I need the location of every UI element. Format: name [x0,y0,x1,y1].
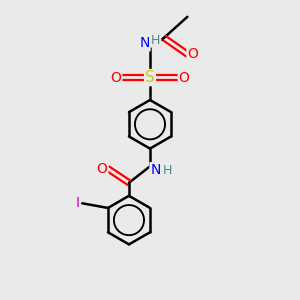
Text: I: I [76,196,80,210]
Text: H: H [151,34,160,47]
Text: N: N [139,36,150,50]
Text: O: O [110,70,121,85]
Text: O: O [188,47,198,61]
Text: N: N [150,163,161,177]
Text: O: O [96,162,107,176]
Text: S: S [145,70,155,85]
Text: H: H [163,164,172,177]
Text: O: O [179,70,190,85]
